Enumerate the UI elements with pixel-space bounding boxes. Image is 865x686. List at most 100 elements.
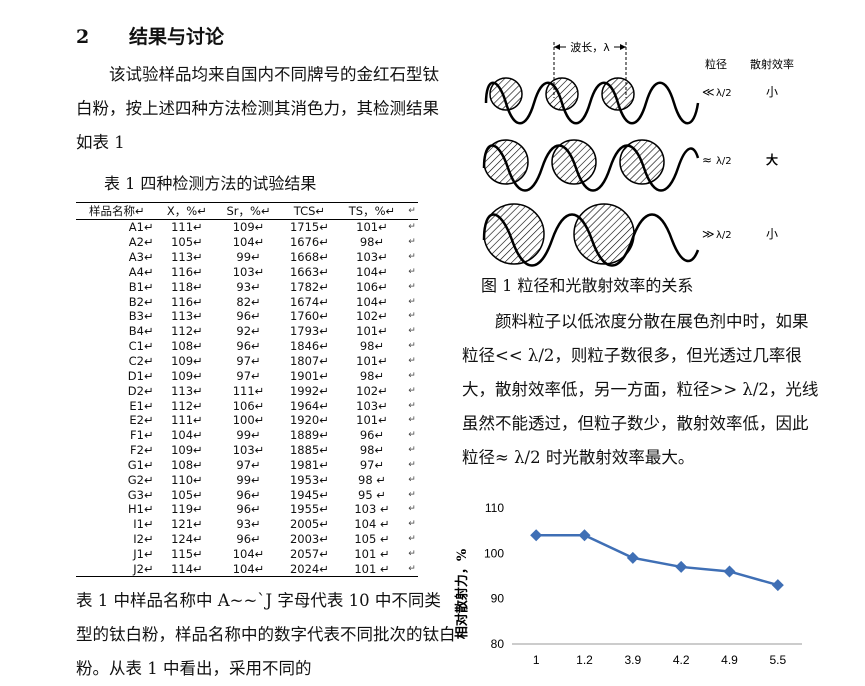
y-tick-label: 110 [485,501,504,515]
table-row: B2↵ 116↵ 82↵ 1674↵ 104↵ ↵ [76,294,418,309]
table-cell: 116↵ [171,264,203,279]
row-end-mark: ↵ [406,561,418,578]
table-row: A1↵ 111↵ 109↵ 1715↵ 101↵ ↵ [76,220,418,235]
particle-medium-2 [551,139,597,185]
table-cell: 92↵ [236,324,261,339]
table-cell: 1807↵ [289,354,329,369]
x-tick-label: 4.9 [721,653,738,667]
row2-fraction: λ/2 [716,156,732,167]
row-end-mark: ↵ [408,534,416,545]
series-line [536,533,779,587]
table-cell: G2↵ [127,472,154,487]
table-row: B3↵ 113↵ 96↵ 1760↵ 102↵ ↵ [76,309,418,324]
table-cell: 1676↵ [289,235,329,250]
table-row: A3↵ 113↵ 99↵ 1668↵ 103↵ ↵ [76,250,418,265]
table-cell: A2↵ [128,235,154,250]
table-cell: 82↵ [236,294,261,309]
table-row: I1↵ 121↵ 93↵ 2005↵ 104 ↵ ↵ [76,517,418,532]
table-cell: 111↵ [232,383,265,398]
row-end-mark: ↵ [408,370,416,381]
table-row: C2↵ 109↵ 97↵ 1807↵ 101↵ ↵ [76,354,418,369]
table-cell: 111↵ [171,220,203,235]
table-cell: G3↵ [127,487,154,502]
table-cell: 1945↵ [289,487,329,502]
wavelength-label: 波长，λ [570,41,610,54]
row-end-mark: ↵ [408,356,416,367]
table-cell: I2↵ [133,532,154,547]
table-cell: 115↵ [171,546,203,561]
particle-medium-3 [619,139,665,185]
particle-large-2 [573,203,635,265]
table-cell: A1↵ [128,220,154,235]
table-cell: 109↵ [232,220,265,235]
table-cell: 124↵ [171,532,203,547]
row1-relation: ≪ [702,85,715,99]
row-end-mark: ↵ [408,281,416,292]
table-row: B4↵ 112↵ 92↵ 1793↵ 101↵ ↵ [76,324,418,339]
table-cell: 98↵ [359,443,385,458]
x-tick-label: 1 [533,653,540,667]
table-cell: B1↵ [128,279,154,294]
row-end-mark: ↵ [408,504,416,515]
table-cell: 112↵ [171,324,203,339]
table-cell: 108↵ [171,339,203,354]
table-cell: 1760↵ [289,309,329,324]
table-cell: 105↵ [171,487,203,502]
table-cell: 101↵ [356,220,388,235]
row-end-mark: ↵ [408,341,416,352]
table-cell: 109↵ [171,354,203,369]
table-row: D1↵ 109↵ 97↵ 1901↵ 98↵ ↵ [76,368,418,383]
section-number: 2 [76,26,90,48]
y-tick-label: 90 [491,592,505,606]
table-cell: 1920↵ [289,413,329,428]
table-cell: 113↵ [171,309,203,324]
table-cell: 104↵ [232,546,265,561]
table-cell: 113↵ [171,383,203,398]
row3-efficiency: 小 [766,227,778,241]
row-end-mark: ↵ [408,474,416,485]
y-tick-label: 100 [484,546,504,560]
table-row: A2↵ 105↵ 104↵ 1676↵ 98↵ ↵ [76,235,418,250]
table-row: G1↵ 108↵ 97↵ 1981↵ 97↵ ↵ [76,458,418,473]
table-cell: 101↵ [356,354,388,369]
table-row: B1↵ 118↵ 93↵ 1782↵ 106↵ ↵ [76,279,418,294]
table-row: E1↵ 112↵ 106↵ 1964↵ 103↵ ↵ [76,398,418,413]
table-cell: 102↵ [356,383,388,398]
particle-small-1 [489,77,523,111]
row-end-mark: ↵ [408,400,416,411]
header-sr: Sr，%↵ [216,202,281,220]
table-cell: J1↵ [133,546,154,561]
table-cell: D2↵ [127,383,154,398]
table-cell: 101 ↵ [337,561,406,578]
data-point-marker [723,565,736,578]
row2-relation: ≈ [702,153,712,167]
data-point-marker [578,529,591,542]
table-cell: J2↵ [76,561,158,578]
table-cell: 119↵ [171,502,203,517]
table-row: E2↵ 111↵ 100↵ 1920↵ 101↵ ↵ [76,413,418,428]
table-cell: 103↵ [232,443,265,458]
table-cell: 101 ↵ [354,546,390,561]
table-cell: 2024↵ [280,561,338,578]
table-cell: 1674↵ [289,294,329,309]
table-cell: 121↵ [171,517,203,532]
particle-large-1 [483,203,545,265]
table-caption: 表 1 四种检测方法的试验结果 [104,174,317,193]
table-cell: 1782↵ [289,279,329,294]
table-cell: 104↵ [356,294,388,309]
table-cell: 1992↵ [289,383,329,398]
table-cell: 104↵ [232,235,265,250]
table-cell: 2057↵ [289,546,329,561]
row-end-mark: ↵ [408,519,416,530]
after-table-paragraph: 表 1 中样品名称中 A~~`J 字母代表 10 中不同类型的钛白粉，样品名称中… [76,591,456,678]
table-cell: 106↵ [356,279,388,294]
table-cell: 100↵ [232,413,265,428]
table-cell: 116↵ [171,294,203,309]
table-cell: 113↵ [171,250,203,265]
table-cell: 105↵ [171,235,203,250]
header-tcs: TCS↵ [280,202,338,220]
table-cell: D1↵ [127,368,154,383]
row1-fraction: λ/2 [716,88,732,99]
table-cell: 103↵ [232,264,265,279]
table-cell: 110↵ [171,472,203,487]
